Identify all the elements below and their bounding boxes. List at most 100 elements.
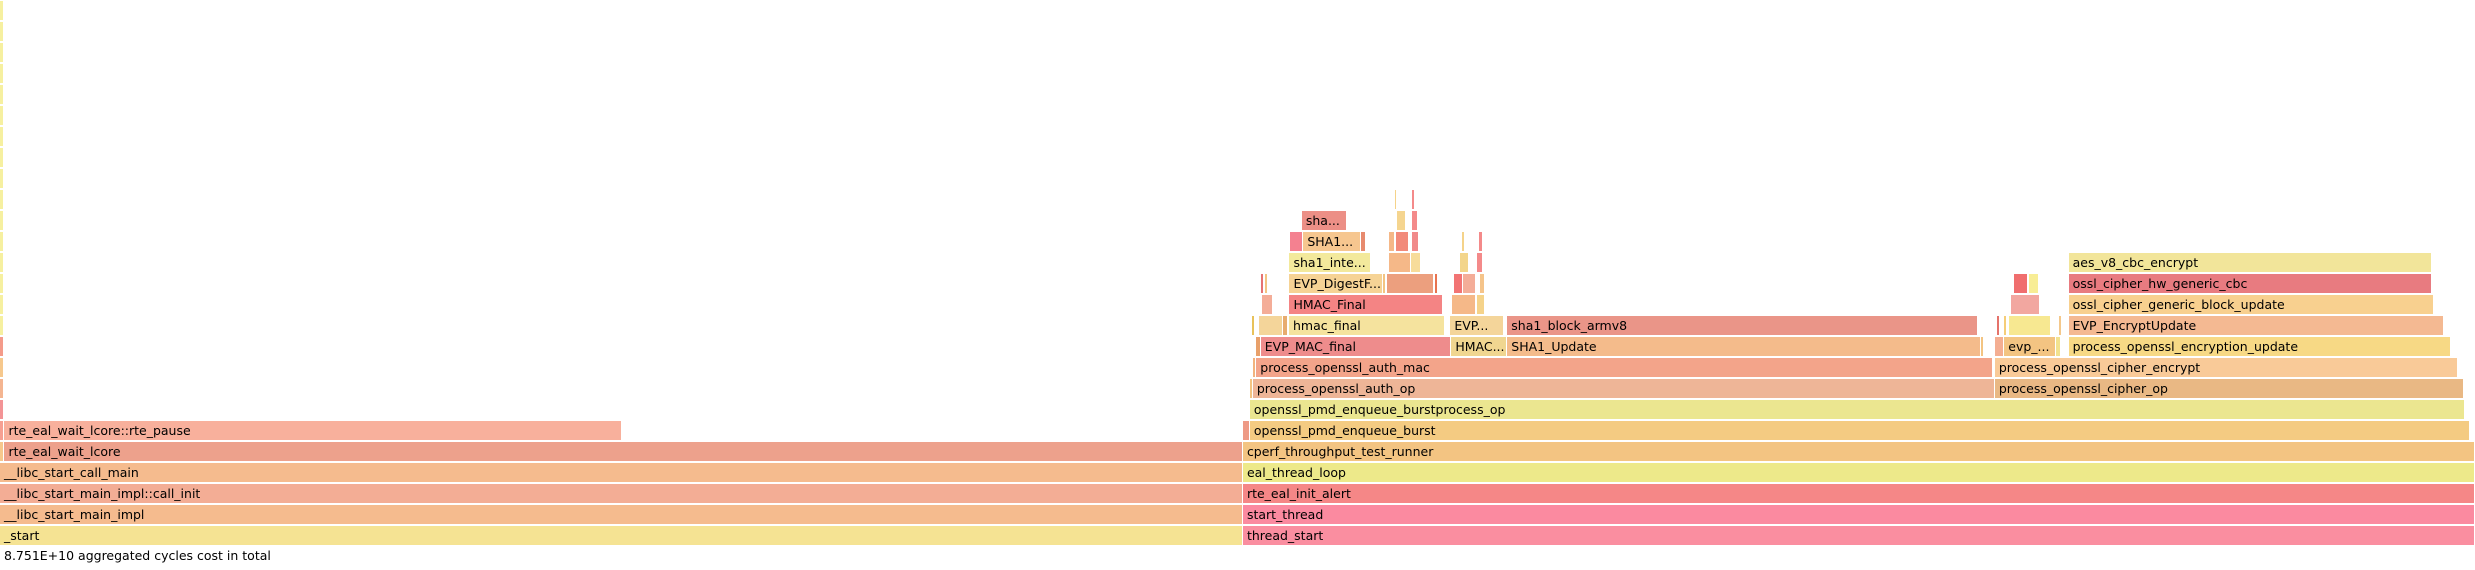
flame-frame[interactable]: [1461, 232, 1465, 251]
flame-frame[interactable]: process_openssl_auth_op: [1252, 379, 1995, 398]
flame-frame[interactable]: [1463, 274, 1477, 293]
flame-frame[interactable]: [0, 358, 5, 377]
flame-frame[interactable]: SHA1...: [1303, 232, 1362, 251]
flame-frame[interactable]: [0, 232, 5, 251]
flame-frame[interactable]: EVP_MAC_final: [1260, 337, 1452, 356]
flame-frame[interactable]: [2013, 274, 2028, 293]
flame-frame[interactable]: [1394, 190, 1398, 209]
flame-frame[interactable]: [1361, 232, 1367, 251]
flame-frame[interactable]: [0, 1, 5, 20]
flame-frame[interactable]: [0, 253, 5, 272]
flame-frame[interactable]: rte_eal_init_alert: [1242, 484, 2475, 503]
flame-frame[interactable]: __libc_start_main_impl::call_init: [0, 484, 1243, 503]
flame-frame[interactable]: [1252, 358, 1257, 377]
flame-frame[interactable]: [1412, 211, 1419, 230]
flame-frame[interactable]: [1451, 295, 1477, 314]
flame-frame[interactable]: [2058, 316, 2063, 335]
flame-frame[interactable]: rte_eal_wait_lcore::rte_pause: [4, 421, 623, 440]
flame-frame[interactable]: [1981, 337, 1984, 356]
flame-frame[interactable]: SHA1_Update: [1507, 337, 1982, 356]
flame-frame[interactable]: HMAC...: [1451, 337, 1508, 356]
flame-frame[interactable]: eal_thread_loop: [1242, 463, 2475, 482]
flame-frame[interactable]: evp_...: [2004, 337, 2057, 356]
flame-frame[interactable]: [1249, 379, 1253, 398]
flame-frame[interactable]: [2008, 316, 2052, 335]
flame-frame[interactable]: [1242, 421, 1250, 440]
flame-frame[interactable]: [1994, 337, 2005, 356]
flame-frame[interactable]: [0, 190, 5, 209]
flame-frame[interactable]: [1435, 274, 1438, 293]
flame-frame[interactable]: [0, 316, 5, 335]
flame-frame[interactable]: process_openssl_auth_mac: [1256, 358, 1993, 377]
flame-frame[interactable]: [1283, 316, 1289, 335]
flame-frame[interactable]: [1412, 232, 1419, 251]
flame-frame[interactable]: [1479, 232, 1483, 251]
flame-frame[interactable]: [1479, 274, 1486, 293]
flame-frame[interactable]: process_openssl_cipher_op: [1994, 379, 2465, 398]
flame-frame[interactable]: [0, 148, 5, 167]
flame-frame[interactable]: __libc_start_main_impl: [0, 505, 1243, 524]
flame-frame[interactable]: ossl_cipher_generic_block_update: [2068, 295, 2435, 314]
flame-frame[interactable]: [0, 64, 5, 83]
flame-frame[interactable]: HMAC_Final: [1289, 295, 1443, 314]
flame-frame[interactable]: cperf_throughput_test_runner: [1242, 442, 2475, 461]
flame-frame[interactable]: _start: [0, 526, 1243, 545]
flame-frame[interactable]: [1395, 232, 1409, 251]
flame-frame[interactable]: [1411, 253, 1422, 272]
flame-frame[interactable]: sha1_inte...: [1289, 253, 1371, 272]
flame-frame[interactable]: sha1_block_armv8: [1507, 316, 1978, 335]
flame-frame[interactable]: [0, 85, 5, 104]
flame-frame[interactable]: [0, 400, 5, 419]
flame-frame[interactable]: [1265, 274, 1269, 293]
flame-frame[interactable]: EVP_DigestF...: [1289, 274, 1383, 293]
flame-frame[interactable]: [2028, 274, 2040, 293]
flame-frame[interactable]: [0, 295, 5, 314]
flame-frame[interactable]: [2011, 295, 2041, 314]
flame-frame[interactable]: [0, 169, 5, 188]
flame-frame-label: cperf_throughput_test_runner: [1246, 444, 1434, 459]
flame-frame[interactable]: [1256, 337, 1261, 356]
flame-frame[interactable]: [1251, 316, 1256, 335]
flame-frame[interactable]: [0, 379, 5, 398]
flame-frame[interactable]: [0, 127, 5, 146]
flame-frame[interactable]: [0, 211, 5, 230]
flame-frame[interactable]: openssl_pmd_enqueue_burst: [1249, 421, 2471, 440]
flame-frame[interactable]: [0, 421, 5, 440]
flame-frame[interactable]: EVP...: [1450, 316, 1504, 335]
flame-frame[interactable]: [1997, 316, 2000, 335]
flame-frame[interactable]: [0, 442, 5, 461]
flame-frame[interactable]: [1382, 274, 1386, 293]
flame-frame[interactable]: [0, 22, 5, 41]
flame-frame[interactable]: [1388, 253, 1411, 272]
flame-frame[interactable]: aes_v8_cbc_encrypt: [2068, 253, 2432, 272]
flame-frame[interactable]: [1460, 253, 1470, 272]
flame-frame[interactable]: start_thread: [1242, 505, 2475, 524]
flame-frame[interactable]: [1388, 232, 1396, 251]
flame-frame[interactable]: rte_eal_wait_lcore: [4, 442, 1243, 461]
flame-frame[interactable]: [1290, 232, 1304, 251]
flame-frame[interactable]: ossl_cipher_hw_generic_cbc: [2068, 274, 2432, 293]
flame-frame[interactable]: [1396, 211, 1406, 230]
flame-frame[interactable]: process_openssl_encryption_update: [2068, 337, 2451, 356]
flame-frame[interactable]: [1261, 295, 1273, 314]
flame-frame[interactable]: openssl_pmd_enqueue_burstprocess_op: [1249, 400, 2466, 419]
flame-frame[interactable]: [0, 337, 5, 356]
flame-frame[interactable]: [1260, 274, 1265, 293]
flame-frame[interactable]: [0, 274, 5, 293]
flame-frame[interactable]: thread_start: [1242, 526, 2475, 545]
flame-frame[interactable]: [1412, 190, 1416, 209]
flame-frame[interactable]: [2056, 337, 2061, 356]
flame-frame[interactable]: [1476, 253, 1483, 272]
flame-frame[interactable]: [1386, 274, 1434, 293]
flame-frame[interactable]: hmac_final: [1288, 316, 1446, 335]
flame-frame[interactable]: sha...: [1301, 211, 1348, 230]
flame-frame[interactable]: [1476, 295, 1486, 314]
flame-frame[interactable]: [0, 43, 5, 62]
flame-frame[interactable]: process_openssl_cipher_encrypt: [1994, 358, 2459, 377]
flame-frame[interactable]: [0, 106, 5, 125]
flame-frame[interactable]: [2003, 316, 2008, 335]
flame-frame[interactable]: __libc_start_call_main: [0, 463, 1243, 482]
flame-frame[interactable]: EVP_EncryptUpdate: [2068, 316, 2445, 335]
flame-frame[interactable]: [1453, 274, 1463, 293]
flame-frame[interactable]: [1259, 316, 1284, 335]
